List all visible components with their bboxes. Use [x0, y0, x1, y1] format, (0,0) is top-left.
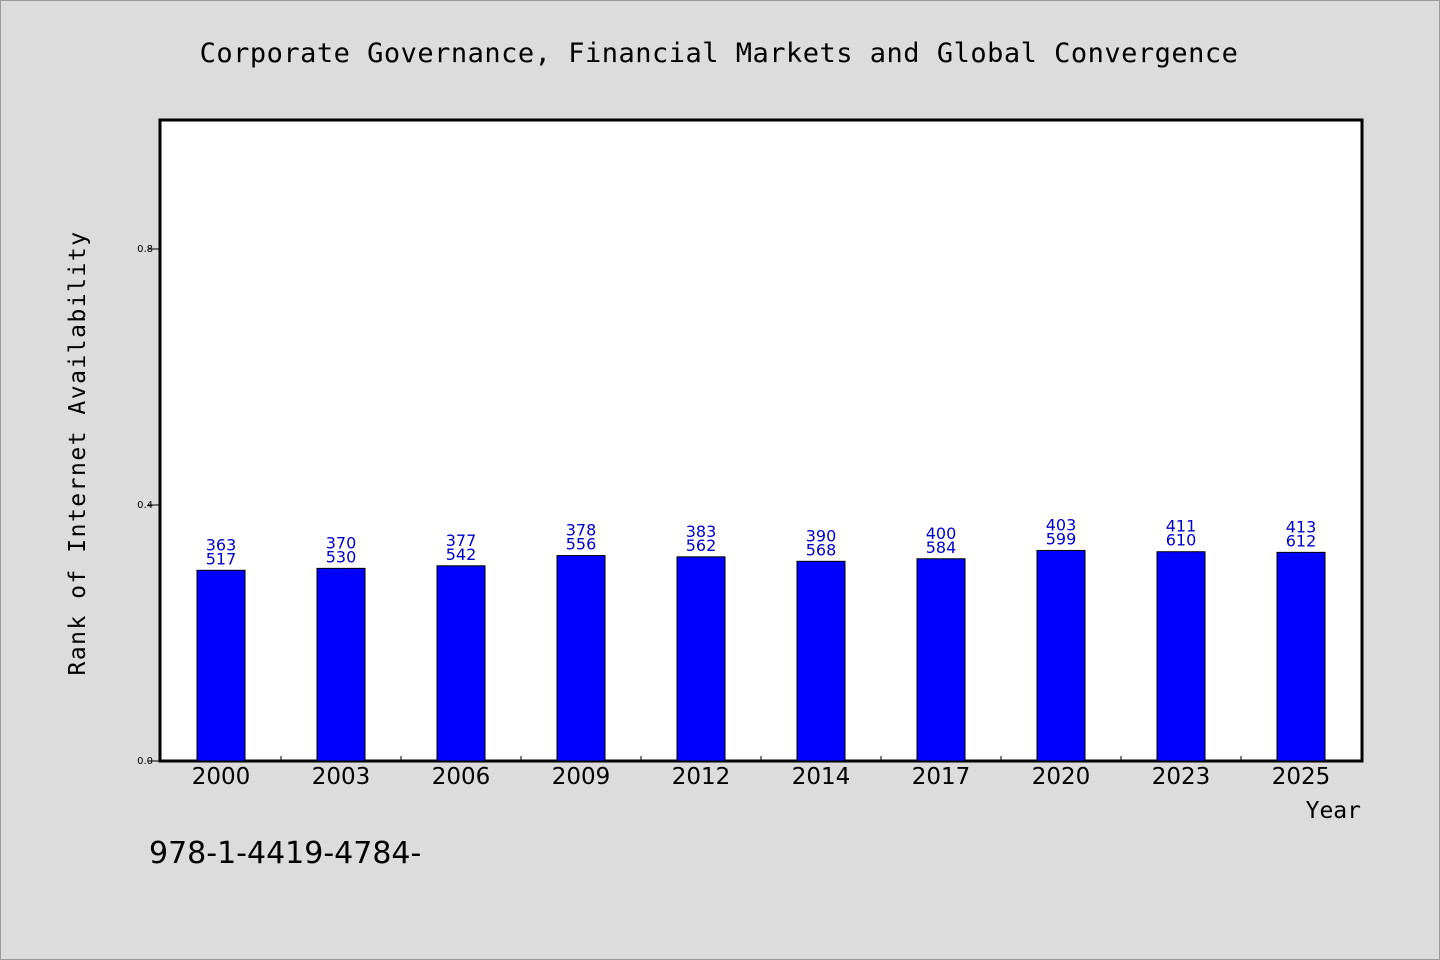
data-label-top-2014: 390	[806, 526, 837, 545]
x-tick-label-2003: 2003	[312, 764, 371, 790]
data-label-top-2000: 363	[206, 535, 237, 554]
x-tick-label-2025: 2025	[1272, 764, 1331, 790]
x-axis-ticks: 2000 2003 2006 2009 2012 2014 2017 2020 2023 2025	[192, 756, 1331, 790]
x-tick-label-2017: 2017	[912, 764, 971, 790]
data-label-bottom-2017: 584	[926, 538, 957, 557]
data-label-bottom-2014: 568	[806, 540, 837, 559]
data-label-top-2009: 378	[566, 521, 597, 540]
data-label-bottom-2023: 610	[1166, 531, 1197, 550]
data-label-bottom-2000: 517	[206, 549, 237, 568]
bar-2023	[1156, 551, 1206, 762]
chart-title: Corporate Governance, Financial Markets …	[200, 38, 1239, 69]
data-label-top-2017: 400	[926, 524, 957, 543]
data-label-bottom-2003: 530	[326, 547, 357, 566]
bar-2014	[796, 560, 846, 762]
bar-2025	[1276, 551, 1326, 762]
bar-2012	[676, 556, 726, 762]
y-tick-label-0.0: 0.0	[137, 756, 153, 767]
data-label-bottom-2025: 612	[1286, 531, 1317, 550]
bar-2006	[436, 565, 486, 762]
data-label-top-2006: 377	[446, 531, 477, 550]
x-tick-label-2012: 2012	[672, 764, 731, 790]
data-label-top-2020: 403	[1046, 515, 1077, 534]
data-label-bottom-2009: 556	[566, 535, 597, 554]
bar-2020	[1036, 549, 1086, 762]
data-label-bottom-2012: 562	[686, 536, 717, 555]
data-label-top-2023: 411	[1166, 517, 1197, 536]
y-tick-label-0.4: 0.4	[137, 500, 153, 511]
x-tick-label-2009: 2009	[552, 764, 611, 790]
x-tick-label-2000: 2000	[192, 764, 251, 790]
footnote-isbn: 978-1-4419-4784-	[149, 836, 421, 871]
data-label-top-2003: 370	[326, 533, 357, 552]
x-tick-label-2023: 2023	[1152, 764, 1211, 790]
data-label-top-2012: 383	[686, 522, 717, 541]
data-label-top-2025: 413	[1286, 517, 1317, 536]
bar-2009	[556, 555, 606, 762]
y-tick-label-0.8: 0.8	[137, 244, 153, 255]
data-label-bottom-2006: 542	[446, 545, 477, 564]
bar-2017	[916, 558, 966, 762]
x-axis-label: Year	[1306, 798, 1361, 824]
bar-2000	[196, 569, 246, 762]
x-tick-label-2014: 2014	[792, 764, 851, 790]
x-tick-label-2006: 2006	[432, 764, 491, 790]
x-tick-label-2020: 2020	[1032, 764, 1091, 790]
data-labels-group: 3635173705303775423785563835623905684005…	[206, 515, 1317, 568]
bars-group	[196, 549, 1326, 762]
data-label-bottom-2020: 599	[1046, 529, 1077, 548]
y-axis-ticks: 0.0 0.4 0.8	[137, 244, 160, 767]
y-axis-label: Rank of Internet Availability	[65, 230, 91, 675]
bar-2003	[316, 567, 366, 762]
